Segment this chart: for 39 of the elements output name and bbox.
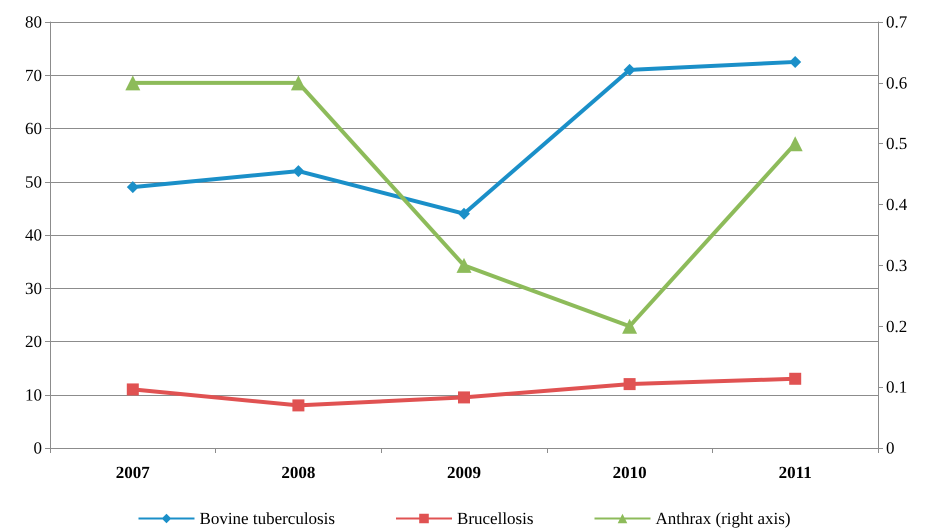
y-tick-label: 60: [25, 119, 42, 138]
y2-tick-label: 0.5: [886, 134, 908, 154]
point: [789, 372, 802, 385]
point: [292, 165, 304, 178]
x-tick-label: 2009: [447, 463, 481, 482]
point: [789, 56, 802, 68]
legend-label: Brucellosis: [457, 509, 534, 528]
legend-label: Bovine tuberculosis: [199, 509, 336, 528]
point: [125, 75, 140, 90]
y2-tick-label: 0.4: [886, 195, 908, 214]
y-tick-label: 70: [25, 66, 42, 85]
point: [126, 181, 139, 194]
point: [458, 208, 470, 220]
x-tick-label: 2008: [281, 463, 316, 482]
y-tick-label: 50: [25, 172, 42, 192]
y2-tick-label: 0.2: [886, 316, 908, 336]
y-tick-label: 30: [25, 278, 42, 298]
y2-tick-label: 0.3: [886, 256, 908, 275]
point: [458, 391, 470, 404]
x-tick-label: 2010: [612, 463, 647, 482]
point: [456, 258, 472, 273]
y2-tick-label: 0: [886, 438, 894, 458]
y-tick-label: 20: [25, 332, 42, 351]
point: [290, 75, 306, 90]
point: [624, 378, 636, 390]
y-tick-label: 80: [25, 12, 42, 32]
point: [292, 399, 304, 412]
point: [126, 383, 139, 396]
x-tick-label: 2011: [778, 463, 812, 482]
y2-tick-label: 0.7: [886, 12, 908, 32]
y-tick-label: 0: [34, 438, 42, 458]
y-tick-label: 40: [25, 226, 42, 244]
point: [622, 318, 638, 334]
x-tick-label: 2007: [116, 463, 150, 482]
legend-label: Anthrax (right axis): [655, 509, 791, 528]
point: [788, 136, 803, 152]
y2-tick-label: 0.6: [886, 73, 908, 92]
y2-tick-label: 0.1: [886, 378, 908, 397]
y-tick-label: 10: [25, 385, 42, 404]
